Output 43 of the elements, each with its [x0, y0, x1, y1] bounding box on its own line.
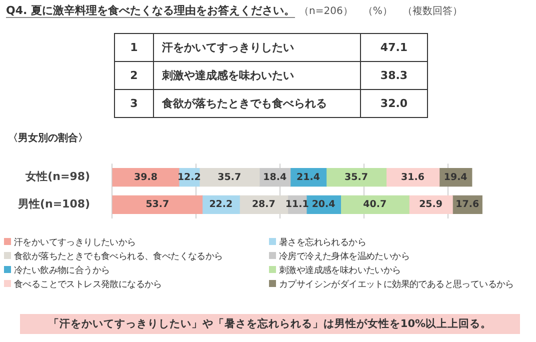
- chart-subtitle: （n=206） （%） （複数回答）: [299, 6, 462, 17]
- legend-label: 刺激や達成感を味わいたいから: [279, 266, 401, 276]
- bar: [112, 195, 203, 214]
- legend-label: 汗をかいてすっきりしたいから: [14, 238, 136, 248]
- data-label: 35.7: [218, 172, 242, 183]
- bar: [199, 168, 260, 187]
- text: 1: [114, 34, 154, 62]
- text: 汗をかいてすっきりしたい: [154, 34, 360, 62]
- text: 47.1: [360, 34, 428, 62]
- text: 〈男女別の割合〉: [8, 132, 88, 145]
- data-label: 12.2: [177, 172, 201, 183]
- text: 2: [114, 62, 154, 90]
- data-label: 28.7: [252, 199, 276, 210]
- text: 3: [114, 90, 154, 118]
- data-label: 35.7: [344, 172, 368, 183]
- data-label: 39.8: [134, 172, 158, 183]
- legend-label: カプサイシンがダイエットに効果的であると思っているから: [279, 280, 514, 290]
- text: 刺激や達成感を味わいたい: [154, 62, 360, 90]
- data-label: 22.2: [209, 199, 233, 210]
- text: 「汗をかいてすっきりしたい」や「暑さを忘れられる」は男性が女性を10%以上上回る。: [20, 314, 520, 334]
- data-label: 21.4: [296, 172, 320, 183]
- bar: [112, 168, 180, 187]
- data-label: 25.9: [419, 199, 443, 210]
- legend-label: 食べることでストレス発散になるから: [14, 280, 162, 290]
- data-label: 20.4: [312, 199, 336, 210]
- y-tick-label: 男性(n=108): [16, 198, 90, 211]
- legend-label: 冷たい飲み物に合うから: [14, 266, 110, 276]
- legend-label: 食欲が落ちたときでも食べられる、食べたくなるから: [14, 252, 223, 262]
- text: 38.3: [360, 62, 428, 90]
- bar: [326, 168, 387, 187]
- bar: [340, 195, 410, 214]
- text: 食欲が落ちたときでも食べられる: [154, 90, 360, 118]
- legend-label: 冷房で冷えた身体を温めたいから: [279, 252, 410, 262]
- data-label: 17.6: [456, 199, 480, 210]
- chart-title: Q4. 夏に激辛料理を食べたくなる理由をお答えください。: [6, 4, 296, 18]
- legend-label: 暑さを忘れられるから: [279, 238, 366, 248]
- text: 32.0: [360, 90, 428, 118]
- data-label: 18.4: [263, 172, 287, 183]
- data-label: 53.7: [146, 199, 170, 210]
- data-label: 31.6: [401, 172, 425, 183]
- data-label: 40.7: [363, 199, 387, 210]
- y-tick-label: 女性(n=98): [24, 170, 90, 184]
- data-label: 19.4: [444, 172, 468, 183]
